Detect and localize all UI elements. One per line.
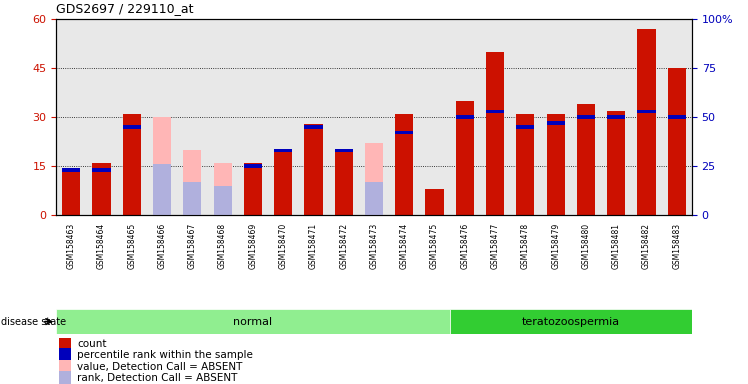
Text: GSM158475: GSM158475 <box>430 223 439 269</box>
Bar <box>668 116 686 119</box>
Text: GSM158469: GSM158469 <box>248 223 257 269</box>
Bar <box>183 182 201 215</box>
Bar <box>395 131 414 134</box>
Bar <box>516 114 535 215</box>
Text: GSM158472: GSM158472 <box>340 223 349 269</box>
Bar <box>365 143 383 215</box>
Bar <box>577 104 595 215</box>
Bar <box>486 52 504 215</box>
Bar <box>547 121 565 125</box>
Text: count: count <box>77 339 106 349</box>
Bar <box>59 360 71 374</box>
Text: GSM158465: GSM158465 <box>127 223 136 269</box>
Bar <box>607 116 625 119</box>
Text: teratozoospermia: teratozoospermia <box>522 316 620 327</box>
Bar <box>274 150 292 215</box>
Bar <box>304 124 322 215</box>
Bar <box>62 168 80 172</box>
Text: GSM158481: GSM158481 <box>612 223 621 269</box>
Text: GSM158467: GSM158467 <box>188 223 197 269</box>
Bar <box>213 186 232 215</box>
Bar <box>486 109 504 113</box>
Text: GSM158483: GSM158483 <box>672 223 681 269</box>
Bar <box>59 337 71 351</box>
Text: GSM158466: GSM158466 <box>158 223 167 269</box>
Bar <box>59 348 71 362</box>
Bar <box>607 111 625 215</box>
Bar <box>153 117 171 215</box>
Bar <box>395 114 414 215</box>
Text: value, Detection Call = ABSENT: value, Detection Call = ABSENT <box>77 362 242 372</box>
Text: GSM158471: GSM158471 <box>309 223 318 269</box>
Bar <box>93 168 111 172</box>
Text: disease state: disease state <box>1 316 66 327</box>
Text: normal: normal <box>233 316 272 327</box>
Text: rank, Detection Call = ABSENT: rank, Detection Call = ABSENT <box>77 373 237 383</box>
Bar <box>516 125 535 129</box>
Bar <box>59 371 71 384</box>
Bar <box>183 150 201 215</box>
Bar <box>668 68 686 215</box>
Bar <box>637 29 655 215</box>
Bar <box>123 125 141 129</box>
Bar <box>93 163 111 215</box>
Bar <box>56 309 450 334</box>
Text: GSM158477: GSM158477 <box>491 223 500 269</box>
Bar <box>304 125 322 129</box>
Bar <box>365 182 383 215</box>
Bar <box>153 164 171 215</box>
Text: GSM158478: GSM158478 <box>521 223 530 269</box>
Bar <box>456 116 474 119</box>
Bar <box>456 101 474 215</box>
Bar <box>450 309 692 334</box>
Text: GSM158473: GSM158473 <box>370 223 378 269</box>
Bar <box>334 149 353 152</box>
Text: GSM158479: GSM158479 <box>551 223 560 269</box>
Text: GSM158476: GSM158476 <box>460 223 469 269</box>
Text: GSM158480: GSM158480 <box>581 223 590 269</box>
Bar <box>62 169 80 215</box>
Bar <box>426 189 444 215</box>
Text: GDS2697 / 229110_at: GDS2697 / 229110_at <box>56 2 194 15</box>
Text: GSM158468: GSM158468 <box>218 223 227 269</box>
Text: GSM158470: GSM158470 <box>279 223 288 269</box>
Bar <box>123 114 141 215</box>
Bar <box>334 150 353 215</box>
Text: GSM158463: GSM158463 <box>67 223 76 269</box>
Text: GSM158464: GSM158464 <box>97 223 106 269</box>
Bar <box>274 149 292 152</box>
Bar <box>213 163 232 215</box>
Bar <box>637 109 655 113</box>
Text: GSM158482: GSM158482 <box>642 223 651 269</box>
Bar <box>244 164 262 168</box>
Text: GSM158474: GSM158474 <box>399 223 408 269</box>
Bar <box>244 163 262 215</box>
Bar <box>547 114 565 215</box>
Bar <box>577 116 595 119</box>
Text: percentile rank within the sample: percentile rank within the sample <box>77 350 253 360</box>
